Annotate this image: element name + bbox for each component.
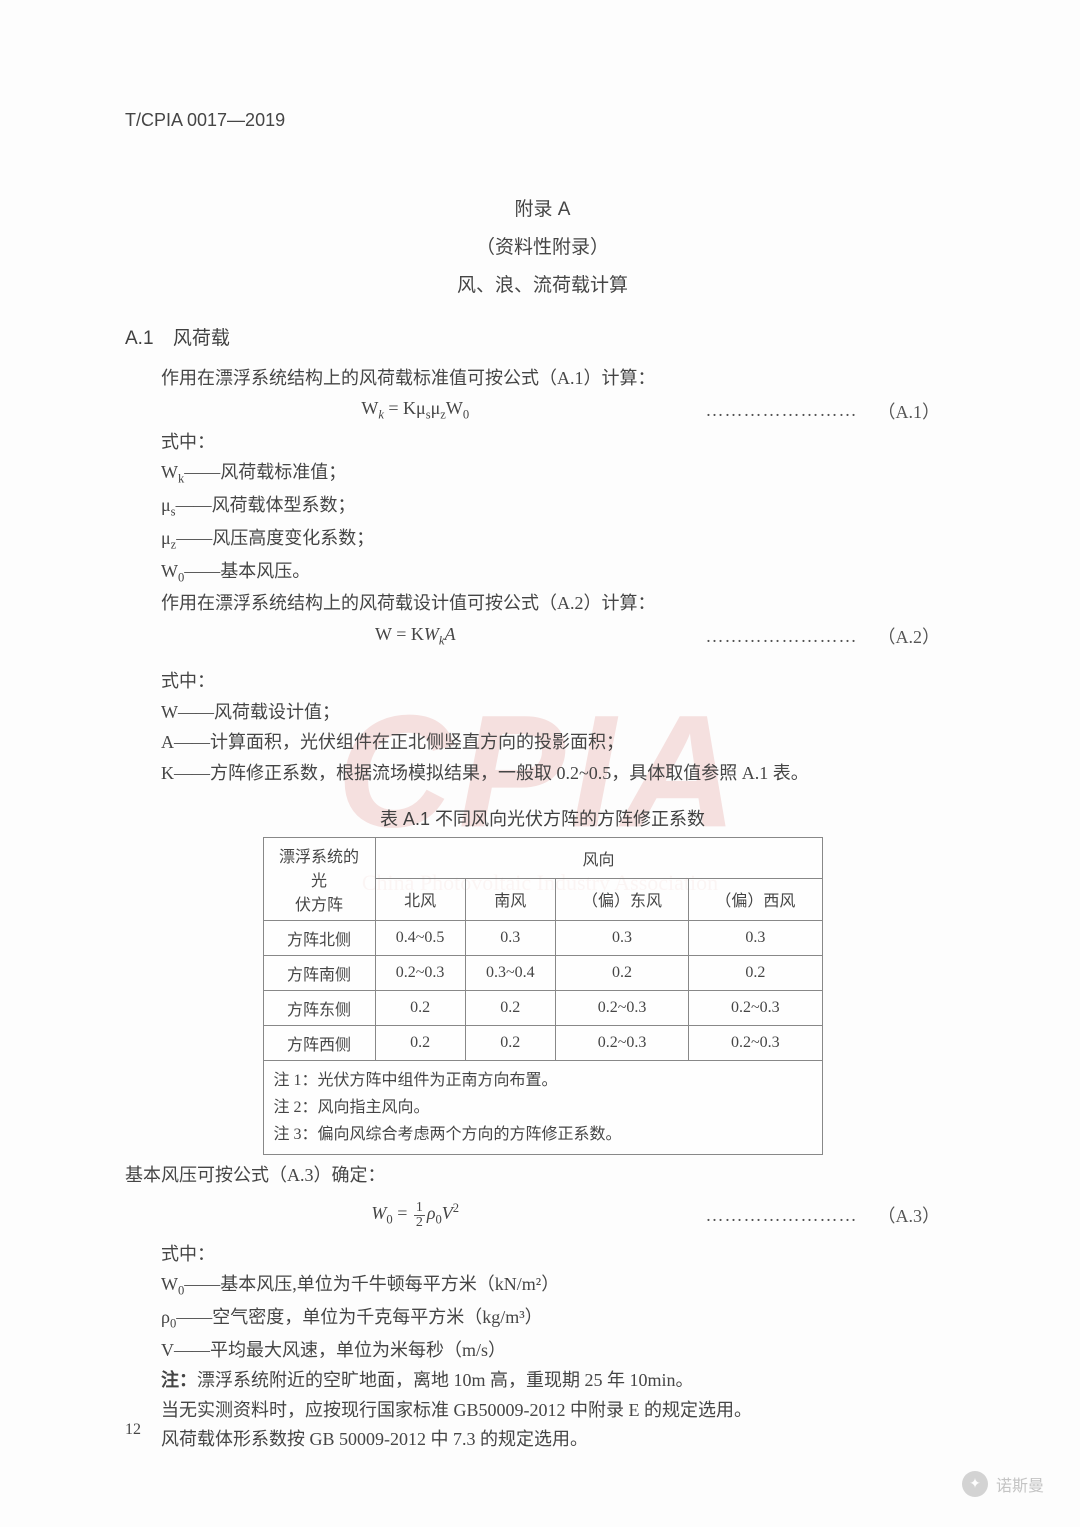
table-corner-header: 漂浮系统的光伏方阵 — [263, 837, 375, 920]
table-cell: 0.4~0.5 — [375, 920, 465, 955]
note-label: 注： — [161, 1370, 197, 1390]
table-row-label: 方阵南侧 — [263, 955, 375, 990]
table-body: 方阵北侧0.4~0.50.30.30.3方阵南侧0.2~0.30.3~0.40.… — [263, 920, 822, 1060]
table-col-header: （偏）西风 — [689, 879, 822, 921]
section-heading: A.1 风荷载 — [125, 323, 960, 350]
definitions-1: Wk——风荷载标准值；μs——风荷载体型系数；μz——风压高度变化系数；W0——… — [125, 457, 960, 589]
formula-a3-number: （A.3） — [878, 1202, 941, 1228]
table-notes-row: 注 1：光伏方阵中组件为正南方向布置。注 2：风向指主风向。注 3：偏向风综合考… — [263, 1060, 822, 1155]
intro2-text: 作用在漂浮系统结构上的风荷载设计值可按公式（A.2）计算： — [125, 589, 960, 619]
table-note: 注 3：偏向风综合考虑两个方向的方阵修正系数。 — [274, 1121, 812, 1148]
table-cell: 0.2~0.3 — [689, 990, 822, 1025]
definitions-3: W0——基本风压,单位为千牛顿每平方米（kN/m²）ρ0——空气密度，单位为千克… — [125, 1269, 960, 1366]
table-row: 方阵西侧0.20.20.2~0.30.2~0.3 — [263, 1025, 822, 1060]
para-gb1: 当无实测资料时，应按现行国家标准 GB50009-2012 中附录 E 的规定选… — [125, 1396, 960, 1426]
definitions-2: W——风荷载设计值；A——计算面积，光伏组件在正北侧竖直方向的投影面积；K——方… — [125, 697, 960, 789]
document-code: T/CPIA 0017—2019 — [125, 110, 960, 131]
source-text: 诺斯曼 — [996, 1472, 1044, 1496]
table-cell: 0.3~0.4 — [465, 955, 555, 990]
section-title: 风荷载 — [173, 328, 230, 349]
appendix-title: 风、浪、流荷载计算 — [125, 267, 960, 305]
appendix-label: 附录 A — [125, 191, 960, 229]
table-notes-cell: 注 1：光伏方阵中组件为正南方向布置。注 2：风向指主风向。注 3：偏向风综合考… — [263, 1060, 822, 1155]
table-cell: 0.2 — [465, 990, 555, 1025]
definition-line: ρ0——空气密度，单位为千克每平方米（kg/m³） — [125, 1302, 960, 1335]
formula-a3-row: W0 = 12ρ0V2 …………………… （A.3） — [125, 1201, 960, 1230]
definition-line: Wk——风荷载标准值； — [125, 457, 960, 490]
section-number: A.1 — [125, 328, 154, 349]
formula-dots: …………………… — [706, 400, 858, 421]
formula-a1-number: （A.1） — [878, 398, 941, 424]
formula-a2: W = KWkA — [125, 624, 706, 649]
definition-line: A——计算面积，光伏组件在正北侧竖直方向的投影面积； — [125, 727, 960, 758]
table-row-label: 方阵东侧 — [263, 990, 375, 1025]
table-cell: 0.2 — [375, 990, 465, 1025]
table-a1-title: 表 A.1 不同风向光伏方阵的方阵修正系数 — [125, 805, 960, 831]
formula-dots: …………………… — [706, 1205, 858, 1226]
table-row-label: 方阵西侧 — [263, 1025, 375, 1060]
table-cell: 0.2 — [375, 1025, 465, 1060]
formula-a2-row: W = KWkA …………………… （A.2） — [125, 623, 960, 649]
table-cell: 0.3 — [555, 920, 688, 955]
definition-line: W0——基本风压。 — [125, 556, 960, 589]
intro3-text: 基本风压可按公式（A.3）确定： — [125, 1161, 960, 1191]
table-cell: 0.2~0.3 — [689, 1025, 822, 1060]
table-col-header: 南风 — [465, 879, 555, 921]
source-badge: ✦ 诺斯曼 — [962, 1471, 1044, 1497]
table-col-header: 北风 — [375, 879, 465, 921]
table-note: 注 2：风向指主风向。 — [274, 1094, 812, 1121]
definition-line: W0——基本风压,单位为千牛顿每平方米（kN/m²） — [125, 1269, 960, 1302]
definition-line: K——方阵修正系数，根据流场模拟结果，一般取 0.2~0.5，具体取值参照 A.… — [125, 758, 960, 789]
table-header-row: 漂浮系统的光伏方阵 风向 — [263, 837, 822, 879]
formula-a1-row: Wk = KμsμzW0 …………………… （A.1） — [125, 398, 960, 424]
table-row: 方阵东侧0.20.20.2~0.30.2~0.3 — [263, 990, 822, 1025]
content: T/CPIA 0017—2019 附录 A （资料性附录） 风、浪、流荷载计算 … — [125, 110, 960, 1455]
table-row: 方阵北侧0.4~0.50.30.30.3 — [263, 920, 822, 955]
where-label: 式中： — [125, 428, 960, 458]
where3-label: 式中： — [125, 1240, 960, 1270]
where2-label: 式中： — [125, 667, 960, 697]
intro-text: 作用在漂浮系统结构上的风荷载标准值可按公式（A.1）计算： — [125, 364, 960, 394]
table-cell: 0.2 — [689, 955, 822, 990]
note-line: 注：漂浮系统附近的空旷地面，离地 10m 高，重现期 25 年 10min。 — [125, 1366, 960, 1396]
table-cell: 0.2 — [555, 955, 688, 990]
definition-line: W——风荷载设计值； — [125, 697, 960, 728]
table-row-label: 方阵北侧 — [263, 920, 375, 955]
table-cell: 0.2~0.3 — [555, 1025, 688, 1060]
definition-line: V——平均最大风速，单位为米每秒（m/s） — [125, 1335, 960, 1366]
source-icon: ✦ — [962, 1471, 988, 1497]
formula-a2-number: （A.2） — [878, 623, 941, 649]
table-cell: 0.2 — [465, 1025, 555, 1060]
table-cell: 0.3 — [689, 920, 822, 955]
document-page: CPIA China Photovoltaic Industry Associa… — [0, 0, 1080, 1527]
definition-line: μz——风压高度变化系数； — [125, 523, 960, 556]
table-cell: 0.3 — [465, 920, 555, 955]
formula-dots: …………………… — [706, 626, 858, 647]
table-a1: 漂浮系统的光伏方阵 风向 北风南风（偏）东风（偏）西风 方阵北侧0.4~0.50… — [263, 837, 823, 1156]
table-cell: 0.2~0.3 — [555, 990, 688, 1025]
formula-a1: Wk = KμsμzW0 — [125, 398, 706, 423]
definition-line: μs——风荷载体型系数； — [125, 490, 960, 523]
para-gb2: 风荷载体形系数按 GB 50009-2012 中 7.3 的规定选用。 — [125, 1425, 960, 1455]
table-cell: 0.2~0.3 — [375, 955, 465, 990]
note-text: 漂浮系统附近的空旷地面，离地 10m 高，重现期 25 年 10min。 — [197, 1370, 694, 1390]
table-note: 注 1：光伏方阵中组件为正南方向布置。 — [274, 1067, 812, 1094]
appendix-subtitle: （资料性附录） — [125, 229, 960, 267]
table-row: 方阵南侧0.2~0.30.3~0.40.20.2 — [263, 955, 822, 990]
table-group-header: 风向 — [375, 837, 822, 879]
table-col-header: （偏）东风 — [555, 879, 688, 921]
formula-a3: W0 = 12ρ0V2 — [125, 1201, 706, 1230]
